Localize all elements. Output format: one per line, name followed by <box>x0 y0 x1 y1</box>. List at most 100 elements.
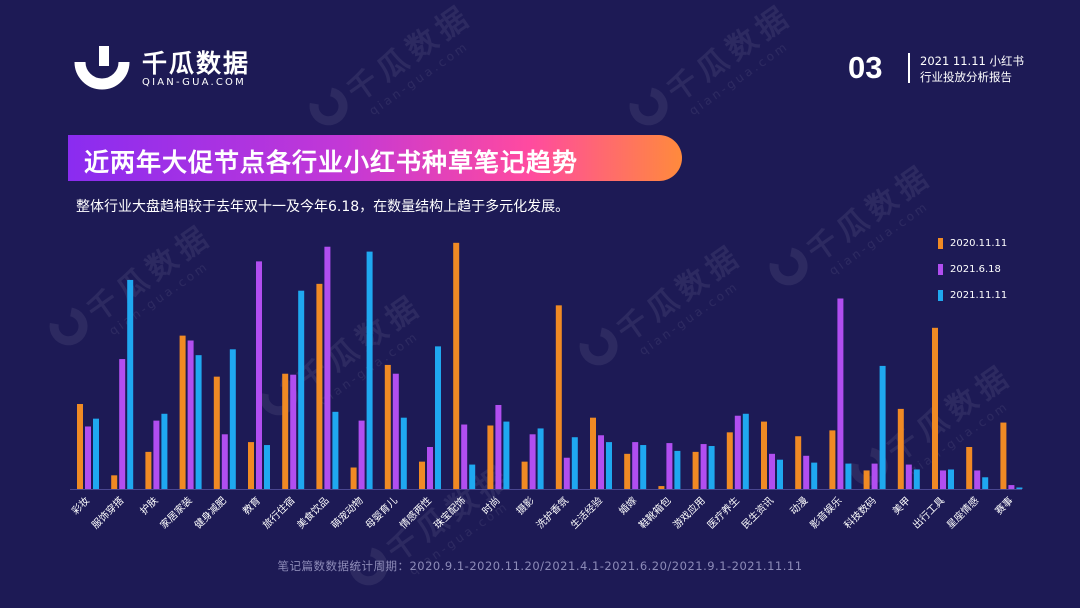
bar-2021.6.18-医疗养生 <box>734 415 741 489</box>
bar-2021.6.18-婚嫁 <box>632 442 639 489</box>
data-period-footnote: 笔记篇数数据统计周期：2020.9.1-2020.11.20/2021.4.1-… <box>277 559 803 573</box>
bar-2021.11.11-家居家装 <box>195 355 202 489</box>
bar-2021.11.11-鞋靴箱包 <box>674 450 681 489</box>
x-tick-label: 摄影 <box>513 494 536 517</box>
bar-2021.11.11-影音娱乐 <box>845 463 852 489</box>
bar-2021.11.11-服饰穿搭 <box>127 279 134 489</box>
report-title-line1: 2021 11.11 小红书 <box>920 54 1024 68</box>
bar-2021.6.18-美食饮品 <box>324 246 331 489</box>
bar-2021.11.11-珠宝配饰 <box>469 464 476 489</box>
bar-2020.11.11-服饰穿搭 <box>111 475 118 489</box>
legend-label: 2021.6.18 <box>950 263 1001 275</box>
bar-2021.6.18-母婴育儿 <box>392 373 399 489</box>
bar-2021.11.11-母婴育儿 <box>400 417 407 489</box>
bar-2021.11.11-赛事 <box>1016 487 1023 489</box>
bar-2021.11.11-洗护香氛 <box>571 437 578 489</box>
bar-2021.6.18-教育 <box>256 261 262 489</box>
chart-legend: 2020.11.11 2021.6.18 2021.11.11 <box>938 230 1007 308</box>
bar-2020.11.11-民生资讯 <box>761 421 767 489</box>
x-tick-label: 医疗养生 <box>704 494 741 531</box>
x-tick-label: 赛事 <box>992 494 1015 517</box>
bar-2021.6.18-健身减肥 <box>221 434 228 489</box>
x-tick-label: 母婴育儿 <box>362 494 399 531</box>
bar-2020.11.11-婚嫁 <box>624 453 631 489</box>
x-tick-label: 出行工具 <box>910 494 947 531</box>
bar-2021.11.11-生活经验 <box>606 442 612 489</box>
bar-2021.11.11-健身减肥 <box>229 349 236 489</box>
x-tick-label: 民生资讯 <box>739 494 776 531</box>
bar-2021.6.18-出行工具 <box>940 470 946 489</box>
title-banner: 近两年大促节点各行业小红书种草笔记趋势 <box>68 135 682 181</box>
bar-2020.11.11-母婴育儿 <box>384 364 391 489</box>
page-number: 03 <box>848 50 883 85</box>
bar-2021.11.11-彩妆 <box>93 418 99 489</box>
bar-2020.11.11-摄影 <box>521 461 528 489</box>
x-tick-label: 游戏应用 <box>670 494 707 531</box>
bar-2020.11.11-动漫 <box>795 436 802 489</box>
bar-2021.6.18-珠宝配饰 <box>461 424 468 489</box>
bar-2021.6.18-游戏应用 <box>700 444 707 489</box>
bar-2021.6.18-赛事 <box>1008 485 1015 489</box>
bar-2020.11.11-萌宠动物 <box>350 467 357 489</box>
legend-swatch <box>938 263 943 275</box>
bar-2020.11.11-旅行住宿 <box>282 373 289 489</box>
bar-2021.6.18-摄影 <box>529 434 536 489</box>
bar-2021.11.11-美甲 <box>913 469 920 489</box>
x-tick-label: 科技数码 <box>841 494 878 531</box>
x-tick-label: 教育 <box>240 494 263 517</box>
x-tick-label: 家居家装 <box>157 494 194 531</box>
bar-2021.6.18-美甲 <box>905 464 912 489</box>
bar-2021.6.18-鞋靴箱包 <box>666 443 673 489</box>
bar-2021.6.18-时尚 <box>495 404 502 489</box>
legend-item-2021-11-11: 2021.11.11 <box>938 282 1007 308</box>
x-tick-label: 健身减肥 <box>191 494 228 531</box>
x-tick-label: 洗护香氛 <box>533 494 570 531</box>
x-tick-label: 美甲 <box>890 494 913 517</box>
bar-2020.11.11-出行工具 <box>932 327 938 489</box>
bar-2021.11.11-动漫 <box>811 462 818 489</box>
x-tick-label: 旅行住宿 <box>260 494 297 531</box>
x-tick-label: 萌宠动物 <box>328 494 365 531</box>
page-subtitle: 整体行业大盘趋相较于去年双十一及今年6.18，在数量结构上趋于多元化发展。 <box>76 199 570 215</box>
bar-2020.11.11-医疗养生 <box>726 432 733 489</box>
bar-2021.6.18-生活经验 <box>598 435 604 489</box>
x-tick-label: 珠宝配饰 <box>431 494 468 531</box>
bar-2020.11.11-家居家装 <box>179 335 186 489</box>
legend-swatch <box>938 289 943 301</box>
x-tick-label: 影音娱乐 <box>807 494 844 531</box>
bar-2021.11.11-教育 <box>264 445 270 489</box>
bar-2021.6.18-科技数码 <box>871 463 878 489</box>
legend-label: 2021.11.11 <box>950 289 1008 301</box>
x-tick-label: 护肤 <box>137 494 160 517</box>
bar-2020.11.11-生活经验 <box>590 417 596 489</box>
bar-2020.11.11-赛事 <box>1000 422 1007 489</box>
bar-2021.11.11-出行工具 <box>948 469 954 489</box>
bar-2020.11.11-珠宝配饰 <box>453 242 460 489</box>
bar-2020.11.11-鞋靴箱包 <box>658 486 665 489</box>
x-tick-label: 彩妆 <box>69 494 92 517</box>
report-title-line2: 行业投放分析报告 <box>920 70 1012 84</box>
x-tick-label: 婚嫁 <box>616 494 639 517</box>
x-tick-label: 动漫 <box>788 495 811 518</box>
bar-2021.11.11-星座情感 <box>982 477 989 489</box>
bar-2020.11.11-美甲 <box>897 408 904 489</box>
bar-2021.11.11-情感两性 <box>435 346 441 489</box>
bar-2020.11.11-时尚 <box>487 425 494 489</box>
bar-2021.6.18-萌宠动物 <box>358 420 365 489</box>
bar-2020.11.11-星座情感 <box>966 446 973 489</box>
qiangua-logo-icon <box>74 46 130 90</box>
bar-2021.11.11-民生资讯 <box>777 459 783 489</box>
bar-2021.6.18-旅行住宿 <box>290 374 297 489</box>
bar-2020.11.11-教育 <box>248 442 254 489</box>
bar-2021.6.18-洗护香氛 <box>563 457 570 489</box>
bar-2020.11.11-影音娱乐 <box>829 430 836 489</box>
bar-2021.11.11-美食饮品 <box>332 411 339 489</box>
bar-2021.11.11-科技数码 <box>879 365 886 489</box>
bar-2021.6.18-星座情感 <box>974 470 981 489</box>
bar-2021.6.18-彩妆 <box>85 426 91 489</box>
bar-2020.11.11-美食饮品 <box>316 283 323 489</box>
legend-label: 2020.11.11 <box>950 237 1008 249</box>
bar-2020.11.11-彩妆 <box>77 404 83 489</box>
bar-2020.11.11-健身减肥 <box>213 376 220 489</box>
